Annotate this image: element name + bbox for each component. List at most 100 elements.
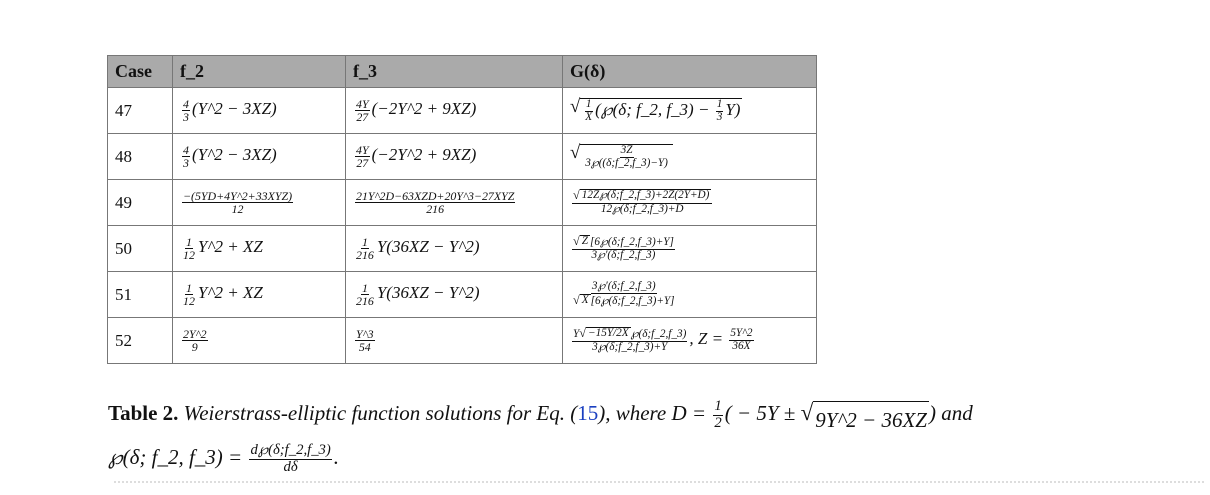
table-row: 50 1 12 Y^2 + XZ 1 216 Y(36XZ − Y^2) √ Z [6℘(δ;f_…	[107, 225, 817, 272]
cell-case: 50	[107, 225, 173, 272]
math-text: 3	[183, 156, 189, 170]
math-text: 1	[716, 98, 723, 111]
math-text: ℘(δ; f_2, f_3) =	[108, 445, 248, 469]
cell-case: 52	[107, 317, 173, 364]
math-text: [6℘(δ;f_2,f_3)+Y]	[590, 295, 675, 307]
fraction-denominator: 9	[191, 341, 199, 354]
math-text: 4Y	[356, 96, 369, 111]
fraction-denominator: 216	[355, 295, 375, 308]
header-f2: f_2	[172, 55, 346, 88]
fraction: −(5YD+4Y^2+33XYZ) 12	[182, 188, 294, 216]
math-text: X	[585, 111, 593, 123]
math-text: 27	[356, 110, 369, 124]
math-text: Y(36XZ − Y^2)	[376, 237, 480, 257]
math-text: (Y^2 − 3XZ)	[191, 145, 277, 165]
math-text: 4	[183, 142, 189, 157]
math-text: ) and	[928, 401, 973, 425]
fraction-numerator: √ Z [6℘(δ;f_2,f_3)+Y]	[572, 235, 675, 250]
math-text: 2	[714, 414, 722, 431]
radicand: 12Z℘(δ;f_2,f_3)+2Z(2Y+D)	[579, 189, 712, 202]
math-text: (−2Y^2 + 9XZ)	[371, 99, 477, 119]
fraction-numerator: 1	[360, 281, 369, 295]
cell-f2: 2Y^2 9	[172, 317, 346, 364]
fraction-numerator: 5Y^2	[729, 327, 754, 341]
math-text: 2Y^2	[183, 326, 207, 341]
math-text: 27	[356, 156, 369, 170]
radical-sign-icon: √	[570, 142, 581, 164]
fraction-numerator: Y √ −15Y/2X ℘(δ;f_2,f_3)	[572, 327, 688, 342]
fraction-denominator: 216	[355, 249, 375, 262]
fraction-denominator: 3℘((δ;f_2,f_3)−Y)	[584, 157, 669, 170]
radical-sign-icon: √	[800, 399, 814, 425]
fraction: 1 216	[355, 281, 375, 308]
caption-text-2: ℘(δ; f_2, f_3) = d℘(δ;f_2,f_3) dδ.	[108, 443, 339, 475]
fraction: 1 12	[182, 234, 196, 262]
table-row: 49 −(5YD+4Y^2+33XYZ) 12 21Y^2D−63XZD+20Y^3−…	[107, 179, 817, 226]
math-text: Y^2 + XZ	[197, 237, 263, 257]
fraction-numerator: 3Z	[619, 144, 634, 158]
radicand: 3Z 3℘((δ;f_2,f_3)−Y)	[580, 144, 673, 170]
fraction-denominator: 3	[182, 157, 190, 170]
fraction-denominator: 3℘′(δ;f_2,f_3)	[591, 249, 657, 262]
fraction-denominator: 12	[231, 203, 245, 216]
cell-f3: 1 216 Y(36XZ − Y^2)	[345, 225, 563, 272]
math-text: 12	[183, 294, 195, 308]
square-root: √ Z	[573, 235, 591, 248]
cell-f3: 4Y 27 (−2Y^2 + 9XZ)	[345, 133, 563, 180]
math-text: ), where D =	[598, 401, 712, 425]
math-text: 216	[356, 248, 374, 262]
cell-f2: 4 3 (Y^2 − 3XZ)	[172, 87, 346, 134]
math-text: 9	[191, 340, 198, 354]
cell-case: 49	[107, 179, 173, 226]
math-text: d℘(δ;f_2,f_3)	[250, 442, 331, 459]
math-text: 12	[231, 202, 244, 216]
math-text: 12℘(δ;f_2,f_3)+D	[600, 203, 684, 215]
fraction-denominator: √ X [6℘(δ;f_2,f_3)+Y]	[572, 294, 676, 308]
math-text: 216	[356, 294, 374, 308]
cell-g: √ 1 X (℘(δ; f_2, f_3) − 1 3 Y)	[562, 87, 817, 134]
fraction-denominator: dδ	[283, 459, 299, 475]
header-f3: f_3	[345, 55, 563, 88]
fraction-numerator: Y^3	[355, 327, 375, 341]
math-text: [6℘(δ;f_2,f_3)+Y]	[590, 236, 674, 249]
fraction-denominator: 12	[182, 249, 196, 262]
fraction: d℘(δ;f_2,f_3) dδ	[249, 442, 332, 475]
fraction-denominator: 3	[182, 111, 190, 124]
table-row: 51 1 12 Y^2 + XZ 1 216 Y(36XZ − Y^2) 3℘′(δ;f_2,…	[107, 271, 817, 318]
math-text: 9Y^2 − 36XZ	[815, 408, 927, 432]
math-text: 216	[426, 202, 445, 216]
square-root: √ 12Z℘(δ;f_2,f_3)+2Z(2Y+D)	[573, 189, 712, 202]
equation-link[interactable]: 15	[577, 401, 599, 425]
cell-g: √ 12Z℘(δ;f_2,f_3)+2Z(2Y+D) 12℘(δ;f_2,f_3)+…	[562, 179, 817, 226]
math-text: −15Y/2X	[588, 327, 629, 340]
math-text: 36X	[732, 340, 751, 352]
fraction-denominator: X	[584, 111, 593, 124]
math-text: 21Y^2D−63XZD+20Y^3−27XYZ	[356, 188, 515, 203]
fraction: 3Z 3℘((δ;f_2,f_3)−Y)	[584, 144, 669, 170]
fraction-numerator: 4Y	[355, 143, 370, 157]
math-text: ( − 5Y ±	[724, 401, 801, 425]
math-text: 3	[716, 111, 723, 123]
math-text: 1	[185, 280, 192, 295]
math-text: 3℘(δ;f_2,f_3)+Y	[592, 341, 668, 353]
cell-f3: Y^3 54	[345, 317, 563, 364]
cell-g: Y √ −15Y/2X ℘(δ;f_2,f_3) 3℘(δ;f_2,f_3)+Y, Z …	[562, 317, 817, 364]
fraction-numerator: 1	[713, 399, 723, 416]
math-text: 1	[185, 234, 192, 249]
fraction: Y √ −15Y/2X ℘(δ;f_2,f_3) 3℘(δ;f_2,f_3)+Y	[572, 327, 688, 354]
cell-f3: 4Y 27 (−2Y^2 + 9XZ)	[345, 87, 563, 134]
fraction-numerator: 4Y	[355, 96, 370, 111]
math-text: 1	[361, 234, 368, 249]
math-text: Weierstrass-elliptic function solutions …	[178, 401, 578, 425]
fraction-denominator: 12℘(δ;f_2,f_3)+D	[600, 203, 685, 216]
math-text: −(5YD+4Y^2+33XYZ)	[183, 188, 293, 203]
square-root: √ −15Y/2X	[579, 327, 631, 340]
cell-f3: 21Y^2D−63XZD+20Y^3−27XYZ 216	[345, 179, 563, 226]
fraction-denominator: 12	[182, 295, 196, 308]
radicand: 1 X (℘(δ; f_2, f_3) − 1 3 Y)	[580, 98, 743, 124]
fraction: √ Z [6℘(δ;f_2,f_3)+Y] 3℘′(δ;f_2,f_3)	[572, 235, 675, 262]
table-header-row: Case f_2 f_3 G(δ)	[107, 55, 817, 88]
cell-g: 3℘′(δ;f_2,f_3) √ X [6℘(δ;f_2,f_3)+Y]	[562, 271, 817, 318]
